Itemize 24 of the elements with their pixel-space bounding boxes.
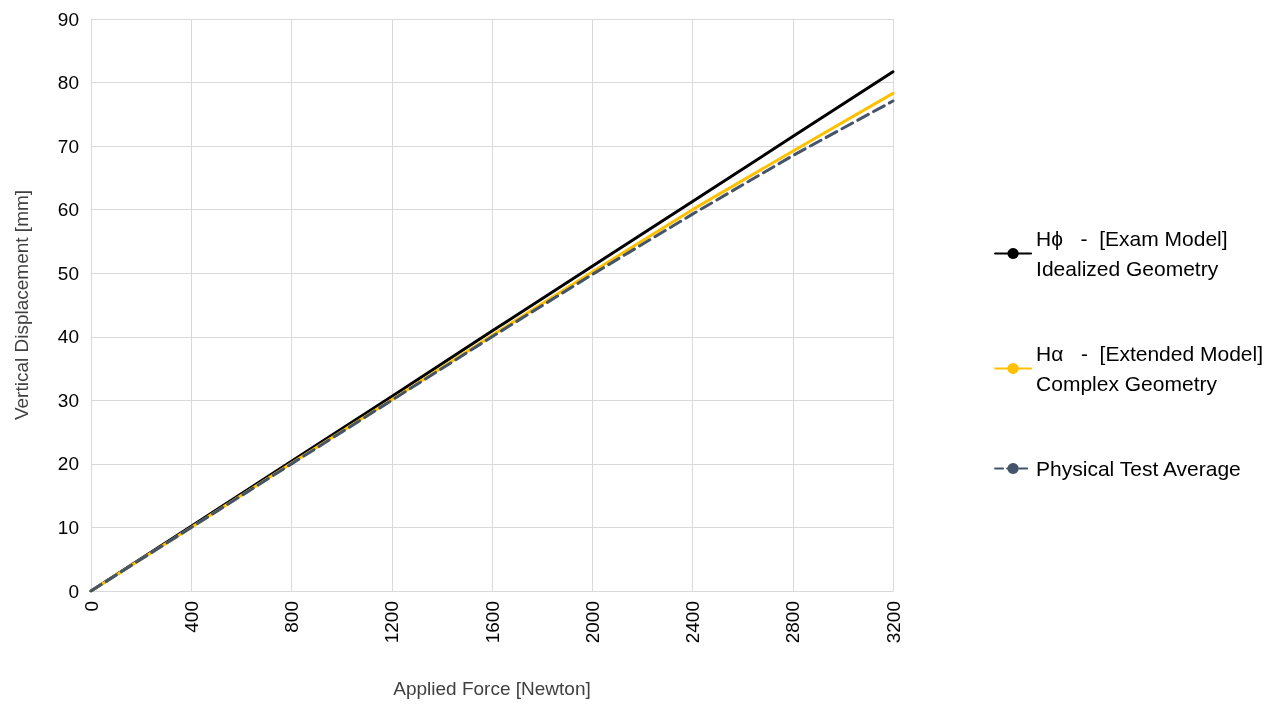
y-tick-label: 50 <box>57 262 79 284</box>
legend-label: Hϕ - [Exam Model] Idealized Geometry <box>1036 227 1228 280</box>
x-tick-label: 2400 <box>682 601 703 644</box>
y-tick-label: 60 <box>57 199 79 221</box>
x-tick-label: 3200 <box>882 601 904 644</box>
x-tick-label: 2800 <box>782 601 804 644</box>
y-tick-label: 30 <box>57 389 79 411</box>
y-tick-label: 20 <box>57 453 79 475</box>
x-tick-label: 800 <box>281 601 302 633</box>
y-tick-label: 40 <box>57 326 79 348</box>
y-tick-label: 80 <box>57 72 79 94</box>
legend-label: Hα - [Extended Model] Complex Geometry <box>1036 342 1264 395</box>
x-tick-label: 0 <box>80 601 102 612</box>
x-axis-title: Applied Force [Newton] <box>393 678 591 699</box>
x-tick-label: 1600 <box>481 601 503 644</box>
y-tick-label: 70 <box>57 135 79 157</box>
y-axis-title: Vertical Displacement [mm] <box>11 189 32 421</box>
y-tick-label: 0 <box>68 580 79 602</box>
legend-label: Physical Test Average <box>1036 457 1241 480</box>
x-tick-label: 400 <box>180 601 202 633</box>
y-tick-label: 10 <box>57 516 79 538</box>
x-tick-label: 1200 <box>381 601 403 644</box>
y-tick-label: 90 <box>57 8 79 30</box>
x-tick-label: 2000 <box>581 601 603 644</box>
